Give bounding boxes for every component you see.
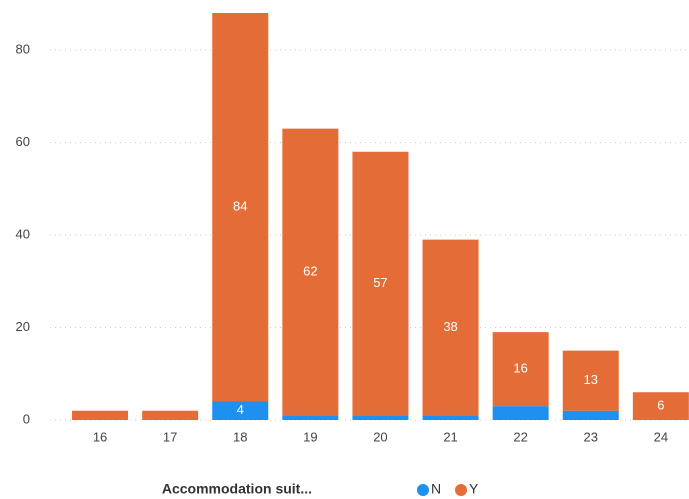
- legend-title: Accommodation suit...: [162, 481, 312, 497]
- bar-segment: [212, 13, 269, 402]
- data-label: 16: [513, 361, 527, 376]
- bar-segment: [422, 415, 479, 420]
- legend-label: N: [431, 481, 441, 497]
- y-tick-label: 60: [16, 134, 30, 149]
- data-label: 13: [584, 372, 598, 387]
- legend-swatch: [417, 484, 429, 496]
- bar-segment: [282, 415, 339, 420]
- x-tick-label: 23: [584, 429, 598, 444]
- x-tick-label: 24: [654, 429, 668, 444]
- bar-segment: [352, 151, 409, 416]
- x-tick-label: 18: [233, 429, 247, 444]
- legend-label: Y: [469, 481, 479, 497]
- x-tick-label: 17: [163, 429, 177, 444]
- bar-segment: [562, 410, 619, 420]
- legend-swatch: [455, 484, 467, 496]
- bar-segment: [562, 350, 619, 411]
- data-label: 4: [237, 402, 244, 417]
- data-label: 6: [657, 398, 664, 413]
- bar-segment: [72, 410, 129, 420]
- x-tick-label: 19: [303, 429, 317, 444]
- data-label: 84: [233, 199, 247, 214]
- bar-segment: [492, 406, 549, 420]
- x-tick-label: 22: [513, 429, 527, 444]
- bar-segment: [282, 128, 339, 416]
- data-label: 57: [373, 275, 387, 290]
- x-tick-label: 21: [443, 429, 457, 444]
- bar-segment: [422, 239, 479, 416]
- bar-segment: [632, 392, 689, 420]
- y-tick-label: 20: [16, 319, 30, 334]
- y-tick-label: 0: [23, 411, 30, 426]
- bar-segment: [352, 415, 409, 420]
- y-tick-label: 80: [16, 41, 30, 56]
- bar-segment: [142, 410, 199, 420]
- x-tick-label: 16: [93, 429, 107, 444]
- x-tick-label: 20: [373, 429, 387, 444]
- bar-segment: [492, 332, 549, 407]
- y-tick-label: 40: [16, 226, 30, 241]
- data-label: 62: [303, 263, 317, 278]
- data-label: 38: [443, 319, 457, 334]
- bar-segment: [212, 401, 269, 420]
